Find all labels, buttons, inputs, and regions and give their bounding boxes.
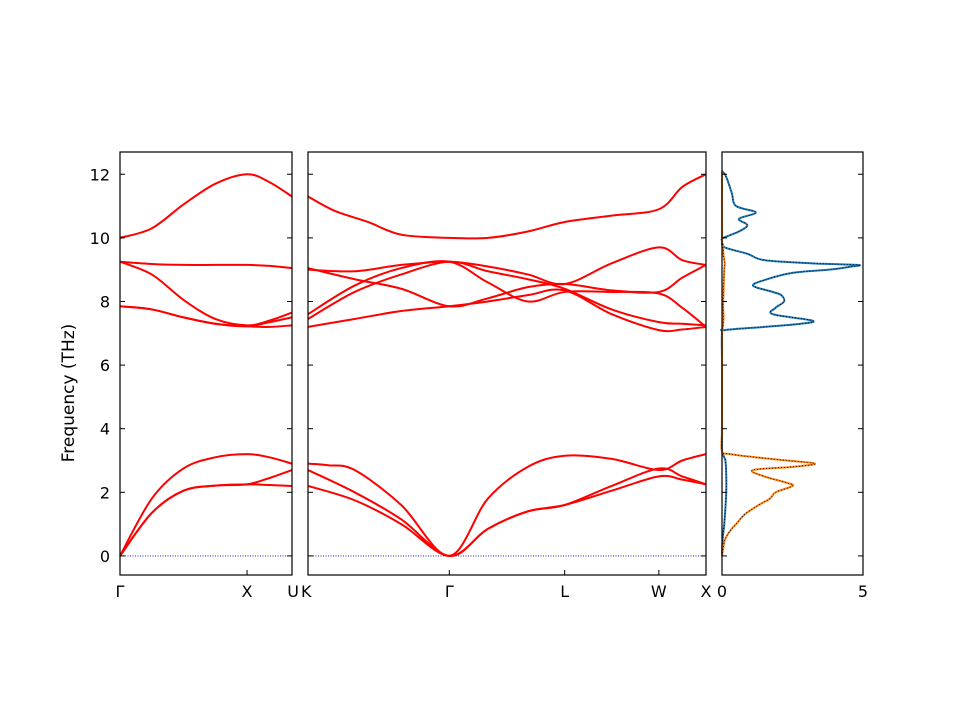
- x-tick-label-U: U: [287, 582, 299, 601]
- dos-dotted-overlay-0: [720, 170, 861, 556]
- band-line-1-7: [307, 264, 707, 308]
- y-tick-label-10: 10: [90, 229, 110, 248]
- y-axis-label: Frequency (THz): [59, 324, 79, 463]
- band-line-1-5: [307, 260, 707, 328]
- y-tick-label-12: 12: [90, 165, 110, 184]
- band-panel-gamma-x-u: Γ X U 0 2 4 6 8 10 12: [90, 151, 299, 601]
- x-tick-label-X: X: [242, 582, 253, 601]
- x-tick-label-L: L: [560, 582, 569, 601]
- band-line-0-4: [119, 305, 293, 328]
- band-line-1-6: [307, 246, 707, 286]
- x-tick-label-W: W: [651, 582, 667, 601]
- panel-2-frame: [721, 151, 864, 576]
- band-line-1-3: [307, 288, 707, 333]
- dos-x-tick-label-5: 5: [858, 582, 868, 601]
- panel-0-frame: [119, 151, 293, 576]
- band-line-0-7: [119, 173, 293, 239]
- x-tick-label-Γ: Γ: [116, 582, 125, 601]
- dos-x-tick-label-0: 0: [717, 582, 727, 601]
- y-tick-label-4: 4: [100, 420, 110, 439]
- panel-1-frame: [307, 151, 707, 576]
- band-line-0-5: [119, 260, 293, 327]
- x-tick-label-X: X: [701, 582, 712, 601]
- x-tick-label-K: K: [301, 582, 312, 601]
- y-tick-label-8: 8: [100, 292, 110, 311]
- y-tick-label-0: 0: [100, 547, 110, 566]
- band-line-0-2: [119, 453, 293, 557]
- y-tick-label-2: 2: [100, 483, 110, 502]
- x-tick-label-Γ: Γ: [445, 582, 454, 601]
- band-line-1-2: [307, 453, 707, 557]
- band-line-0-6: [119, 260, 293, 270]
- y-tick-label-6: 6: [100, 356, 110, 375]
- band-line-1-4: [307, 260, 707, 327]
- band-line-0-1: [119, 469, 293, 557]
- band-line-1-8: [307, 173, 707, 240]
